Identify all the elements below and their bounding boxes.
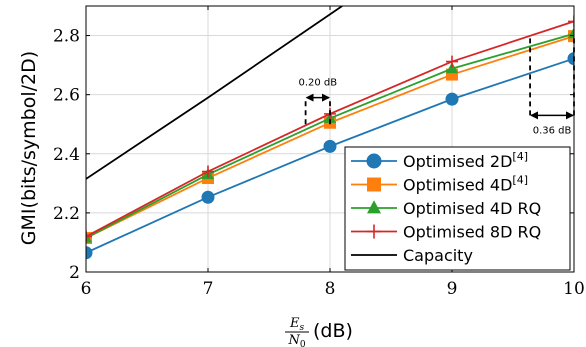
x-tick-label-0: 6 xyxy=(81,279,92,299)
ticks: 6 7 8 9 10 2 2.2 2.4 2.6 2.8 xyxy=(53,6,585,299)
y-tick-label-3: 2.6 xyxy=(53,86,80,106)
series-3-point-3 xyxy=(446,55,458,68)
series-0 xyxy=(86,52,574,260)
x-tick-label-3: 9 xyxy=(447,279,458,299)
series-0-point-4 xyxy=(567,52,574,66)
legend-label-1: Optimised 4D[4] xyxy=(403,174,528,195)
y-tick-label-0: 2 xyxy=(69,263,80,283)
annotation-1-label: 0.36 dB xyxy=(533,125,572,136)
legend-entry-3: Optimised 8D RQ xyxy=(351,223,541,242)
legend-marker-1 xyxy=(367,177,381,192)
x-label-unit: (dB) xyxy=(313,320,353,342)
x-label-denominator: N0 xyxy=(287,333,305,347)
series-0-point-1 xyxy=(201,190,215,204)
series-line-4 xyxy=(86,6,343,180)
legend-label-3: Optimised 8D RQ xyxy=(403,223,541,242)
series-2-point-3 xyxy=(446,62,458,74)
annotation-0-label: 0.20 dB xyxy=(298,78,337,89)
annotation-0: 0.20 dB xyxy=(298,78,337,125)
series-3-point-4 xyxy=(568,15,574,28)
x-tick-label-2: 8 xyxy=(325,279,336,299)
series-0-point-0 xyxy=(86,246,93,260)
legend-entry-0: Optimised 2D[4] xyxy=(351,150,528,171)
series-0-point-2 xyxy=(323,139,337,153)
legend-marker-3 xyxy=(367,224,381,239)
legend-entry-4: Capacity xyxy=(351,246,473,265)
annotation-layer: 0.20 dB 0.36 dB xyxy=(298,35,575,136)
legend-marker-0 xyxy=(366,153,382,169)
annotation-1: 0.36 dB xyxy=(529,35,575,136)
x-tick-label-4: 10 xyxy=(563,279,585,299)
series-4 xyxy=(86,6,343,180)
series-3-point-1 xyxy=(202,165,214,178)
legend: Optimised 2D[4] Optimised 4D[4] Optimised … xyxy=(344,146,571,271)
series-3-point-0 xyxy=(86,230,92,243)
x-tick-label-1: 7 xyxy=(203,279,214,299)
legend-entry-2: Optimised 4D RQ xyxy=(351,199,541,218)
x-label-numerator: Es xyxy=(289,316,305,333)
legend-label-0: Optimised 2D[4] xyxy=(403,150,528,171)
y-tick-label-1: 2.2 xyxy=(53,204,80,224)
legend-label-2: Optimised 4D RQ xyxy=(403,199,541,218)
legend-label-4: Capacity xyxy=(403,246,473,265)
legend-marker-2 xyxy=(367,200,381,214)
y-tick-label-2: 2.4 xyxy=(53,145,80,165)
legend-entry-1: Optimised 4D[4] xyxy=(351,174,528,195)
y-tick-label-4: 2.8 xyxy=(53,27,80,47)
y-axis-label: GMI(bits/symbol/2D) xyxy=(18,51,40,245)
series-0-point-3 xyxy=(445,92,459,106)
x-axis-label: Es N0 (dB) xyxy=(285,316,353,347)
